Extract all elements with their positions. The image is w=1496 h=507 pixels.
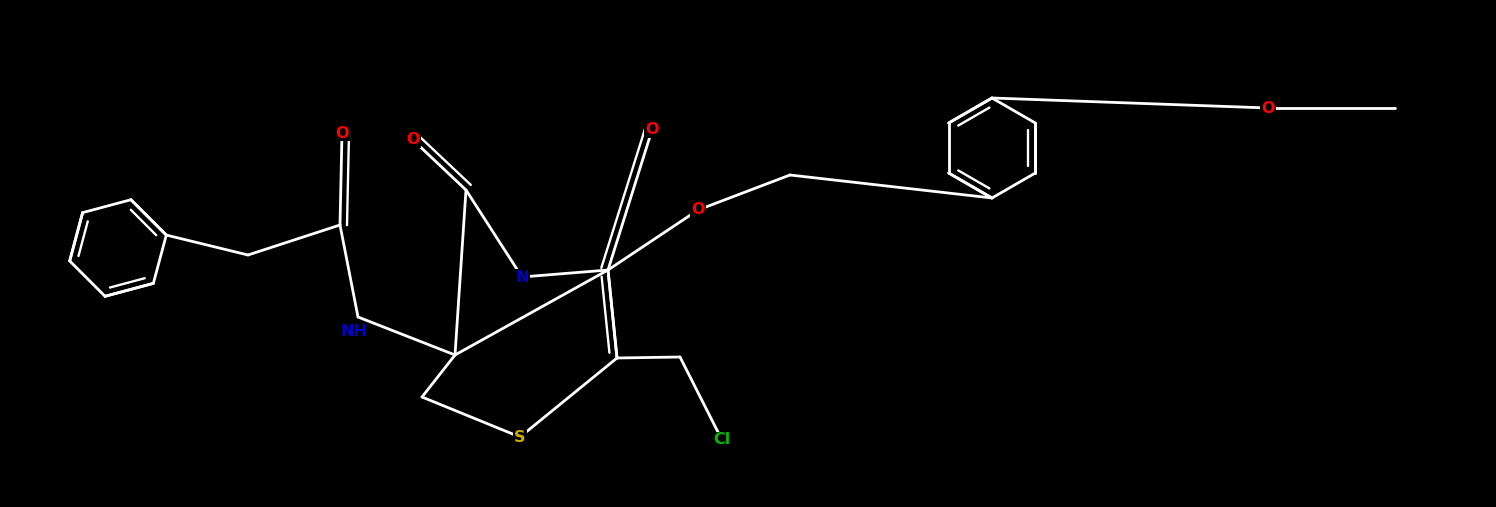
- Text: S: S: [515, 429, 525, 445]
- Text: O: O: [1261, 100, 1275, 116]
- Text: NH: NH: [341, 324, 368, 340]
- Text: N: N: [515, 270, 528, 284]
- Text: O: O: [335, 126, 349, 140]
- Text: O: O: [407, 132, 420, 148]
- Text: O: O: [645, 123, 658, 137]
- Text: O: O: [691, 202, 705, 218]
- Text: Cl: Cl: [714, 432, 730, 448]
